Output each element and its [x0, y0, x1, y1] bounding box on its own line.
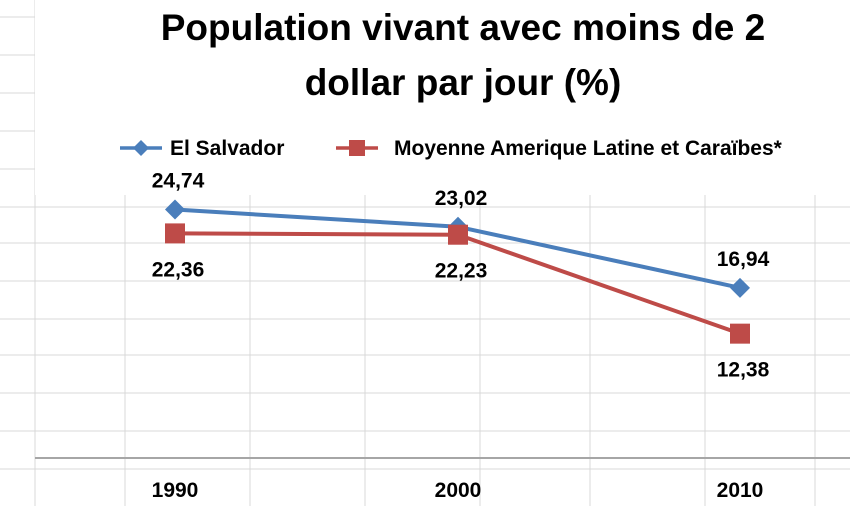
- x-tick-label: 1990: [152, 479, 199, 502]
- data-point-diamond: [165, 199, 185, 220]
- legend-item: El Salvador: [120, 137, 284, 160]
- chart-legend: El Salvador Moyenne Amerique Latine et Ca…: [120, 137, 783, 160]
- legend-square-marker: [349, 140, 365, 156]
- series-group: 22,36 22,23 12,38: [152, 223, 770, 382]
- data-label: 22,36: [152, 258, 205, 281]
- data-label: 12,38: [717, 359, 770, 382]
- chart-header-background: [35, 0, 850, 195]
- x-tick-label: 2010: [717, 479, 764, 502]
- data-point-square: [730, 323, 750, 344]
- chart-title: Population vivant avec moins de 2 dollar…: [161, 7, 766, 103]
- x-tick-label: 2000: [435, 479, 482, 502]
- data-label: 22,23: [435, 260, 488, 283]
- data-point-diamond: [730, 277, 750, 298]
- data-point-square: [448, 224, 468, 245]
- chart-title-line-2: dollar par jour (%): [305, 62, 622, 103]
- x-axis: 1990 2000 2010: [35, 457, 850, 502]
- chart-title-line-1: Population vivant avec moins de 2: [161, 7, 766, 48]
- legend-label: El Salvador: [170, 137, 284, 160]
- plot-area: 24,74 23,02 16,94 22,36 22,23 12,38: [152, 170, 770, 382]
- data-label: 24,74: [152, 170, 205, 193]
- data-label: 23,02: [435, 187, 488, 210]
- legend-label: Moyenne Amerique Latine et Caraïbes*: [394, 137, 783, 160]
- legend-item: Moyenne Amerique Latine et Caraïbes*: [336, 137, 783, 160]
- data-point-square: [165, 223, 185, 244]
- data-label: 16,94: [717, 248, 770, 271]
- legend-diamond-marker: [133, 140, 149, 156]
